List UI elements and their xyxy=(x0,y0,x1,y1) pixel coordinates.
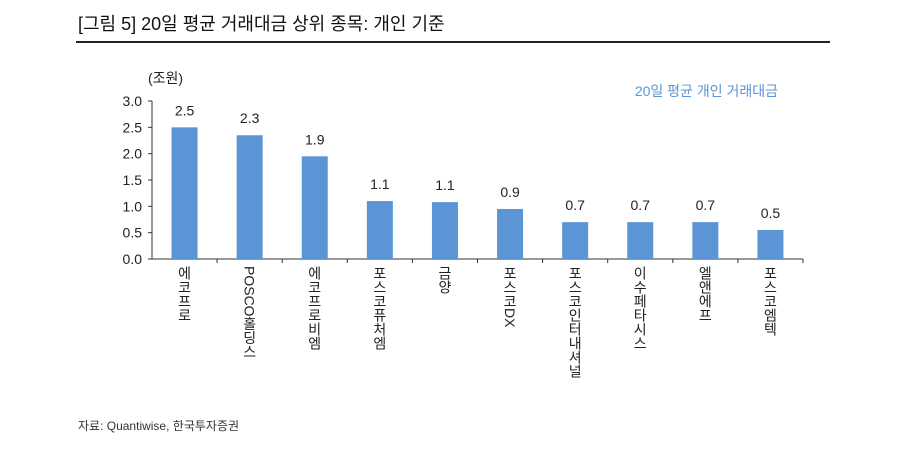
source-note: 자료: Quantiwise, 한국투자증권 xyxy=(78,419,240,433)
bar-POSCO홀딩스 xyxy=(236,135,263,259)
bar-포스코인터내셔널 xyxy=(562,222,589,259)
x-tick-label: 에코프로비엠 xyxy=(306,266,323,350)
bar-이수페타시스 xyxy=(627,222,654,259)
title-rule xyxy=(76,41,830,43)
y-tick-label: 2.0 xyxy=(123,146,143,162)
x-tick-label: 포스코인터내셔널 xyxy=(567,266,584,378)
data-label: 0.9 xyxy=(500,184,520,200)
y-tick-label: 3.0 xyxy=(123,93,143,109)
x-tick-label: 에코프로 xyxy=(176,266,193,322)
legend-label: 20일 평균 개인 거래대금 xyxy=(635,83,778,99)
x-tick-label: 포스코퓨처엠 xyxy=(371,266,388,350)
bar-포스코퓨처엠 xyxy=(366,201,393,259)
x-tick-label: 엘앤에프 xyxy=(697,266,714,322)
data-label: 2.5 xyxy=(175,102,195,118)
y-tick-label: 1.5 xyxy=(123,172,143,188)
data-label: 0.5 xyxy=(761,205,781,221)
x-tick-label: 포스코DX xyxy=(502,266,519,328)
y-tick-label: 1.0 xyxy=(123,198,143,214)
y-tick-label: 0.0 xyxy=(123,251,143,267)
data-label: 1.1 xyxy=(435,177,455,193)
y-tick-label: 2.5 xyxy=(123,119,143,135)
data-label: 0.7 xyxy=(565,197,585,213)
y-tick-label: 0.5 xyxy=(123,225,143,241)
bar-금양 xyxy=(431,202,458,259)
x-tick-label: 이수페타시스 xyxy=(632,266,649,350)
bar-엘앤에프 xyxy=(692,222,719,259)
data-label: 0.7 xyxy=(631,197,651,213)
data-label: 1.9 xyxy=(305,131,325,147)
x-tick-label: POSCO홀딩스 xyxy=(241,266,258,359)
y-axis-unit: (조원) xyxy=(148,70,183,86)
bar-포스코DX xyxy=(497,208,524,259)
data-label: 0.7 xyxy=(696,197,716,213)
data-label: 1.1 xyxy=(370,176,390,192)
data-label: 2.3 xyxy=(240,110,260,126)
bar-포스코엠텍 xyxy=(757,230,784,259)
x-tick-label: 포스코엠텍 xyxy=(762,266,779,336)
bar-에코프로비엠 xyxy=(301,156,328,259)
x-tick-label: 금양 xyxy=(436,266,453,294)
bar-에코프로 xyxy=(171,127,198,259)
chart-title: [그림 5] 20일 평균 거래대금 상위 종목: 개인 기준 xyxy=(78,14,445,34)
